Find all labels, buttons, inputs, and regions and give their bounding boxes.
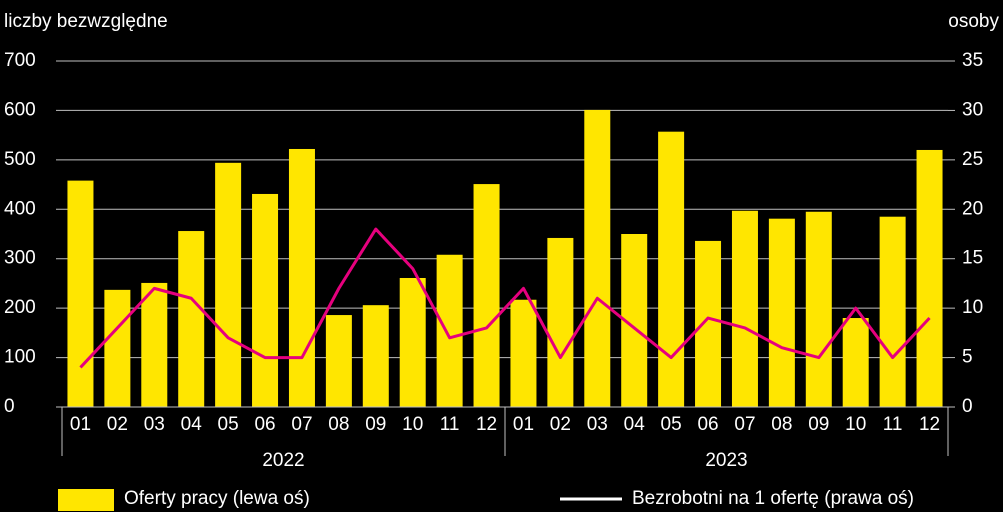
y2-tick-label: 35 bbox=[962, 50, 983, 71]
x-tick-label: 03 bbox=[587, 414, 608, 435]
y-tick-label: 400 bbox=[4, 198, 36, 219]
x-tick-label: 07 bbox=[734, 414, 755, 435]
y2-tick-label: 25 bbox=[962, 149, 983, 170]
x-tick-label: 02 bbox=[107, 414, 128, 435]
y-tick-label: 700 bbox=[4, 50, 36, 71]
bar bbox=[67, 180, 94, 407]
bar bbox=[658, 131, 685, 407]
x-tick-label: 09 bbox=[365, 414, 386, 435]
bar bbox=[141, 282, 168, 407]
x-tick-label: 11 bbox=[883, 414, 903, 435]
x-tick-label: 10 bbox=[402, 414, 423, 435]
x-tick-label: 12 bbox=[919, 414, 940, 435]
x-tick-label: 01 bbox=[513, 414, 534, 435]
bar bbox=[436, 254, 463, 407]
bar bbox=[399, 277, 426, 407]
x-tick-label: 06 bbox=[254, 414, 275, 435]
bar bbox=[879, 216, 906, 407]
x-tick-label: 09 bbox=[808, 414, 829, 435]
bar bbox=[325, 315, 352, 407]
y-axis-label: liczby bezwzględne bbox=[4, 11, 168, 32]
y2-tick-label: 15 bbox=[962, 248, 983, 269]
x-tick-label: 10 bbox=[845, 414, 866, 435]
x-tick-label: 12 bbox=[476, 414, 497, 435]
legend-label: Bezrobotni na 1 ofertę (prawa oś) bbox=[632, 488, 914, 509]
y2-tick-label: 10 bbox=[962, 297, 983, 318]
bar bbox=[805, 211, 832, 407]
legend-swatch bbox=[58, 489, 114, 511]
x-tick-label: 06 bbox=[697, 414, 718, 435]
x-tick-label: 02 bbox=[550, 414, 571, 435]
y-tick-label: 600 bbox=[4, 99, 36, 120]
x-tick-label: 04 bbox=[624, 414, 646, 435]
x-tick-label: 05 bbox=[218, 414, 239, 435]
bar bbox=[916, 149, 943, 407]
bar bbox=[288, 148, 315, 408]
bar bbox=[584, 109, 611, 407]
group-label: 2023 bbox=[705, 450, 747, 471]
line bbox=[79, 227, 931, 369]
bar bbox=[768, 218, 795, 407]
y-tick-label: 300 bbox=[4, 248, 36, 269]
y2-tick-label: 5 bbox=[962, 347, 973, 368]
bar bbox=[842, 318, 869, 407]
bar bbox=[731, 210, 758, 407]
bar bbox=[510, 299, 537, 407]
y2-tick-label: 20 bbox=[962, 198, 983, 219]
y-tick-label: 100 bbox=[4, 347, 36, 368]
y2-axis-label: osoby bbox=[948, 11, 999, 32]
x-tick-label: 08 bbox=[328, 414, 349, 435]
x-tick-label: 03 bbox=[144, 414, 165, 435]
y2-tick-label: 0 bbox=[962, 396, 973, 417]
legend-label: Oferty pracy (lewa oś) bbox=[124, 488, 310, 509]
x-tick-label: 01 bbox=[70, 414, 91, 435]
bar bbox=[473, 184, 500, 407]
x-tick-label: 04 bbox=[181, 414, 203, 435]
bar bbox=[547, 237, 574, 407]
bar bbox=[362, 305, 389, 407]
bar bbox=[252, 193, 279, 407]
bar bbox=[695, 240, 722, 407]
x-tick-label: 11 bbox=[440, 414, 460, 435]
bar bbox=[104, 289, 131, 407]
x-tick-label: 05 bbox=[661, 414, 682, 435]
x-tick-label: 08 bbox=[771, 414, 792, 435]
y2-tick-label: 30 bbox=[962, 99, 983, 120]
bar bbox=[178, 231, 205, 407]
y-tick-label: 0 bbox=[4, 396, 15, 417]
bar bbox=[215, 162, 242, 407]
y-tick-label: 500 bbox=[4, 149, 36, 170]
y-tick-label: 200 bbox=[4, 297, 36, 318]
group-label: 2022 bbox=[262, 450, 304, 471]
x-tick-label: 07 bbox=[291, 414, 312, 435]
